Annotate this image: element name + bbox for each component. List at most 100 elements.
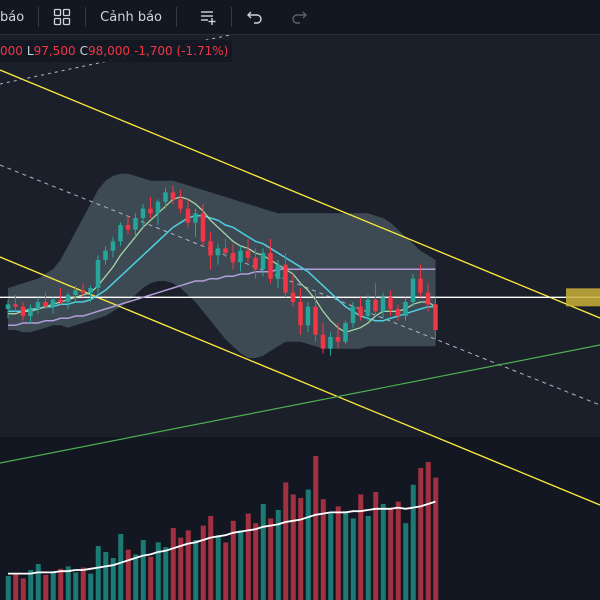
candle-body bbox=[418, 278, 423, 293]
moving-averages bbox=[8, 196, 436, 334]
indicators-label: báo bbox=[0, 9, 25, 25]
candle bbox=[118, 222, 123, 246]
candle bbox=[170, 185, 176, 204]
drawing-lines bbox=[0, 35, 600, 506]
candle bbox=[103, 246, 108, 265]
volume-bar bbox=[313, 456, 319, 600]
candle-body bbox=[395, 309, 401, 316]
candle bbox=[193, 208, 198, 237]
volume-bar bbox=[163, 547, 169, 600]
candle-body bbox=[358, 306, 363, 316]
candle bbox=[238, 246, 243, 272]
volume-bar bbox=[268, 518, 274, 600]
alert-list-button[interactable] bbox=[193, 3, 223, 31]
volume-bar bbox=[200, 525, 206, 600]
candle bbox=[403, 297, 408, 321]
candle bbox=[358, 297, 363, 321]
candle-body bbox=[290, 292, 296, 302]
volume-bar bbox=[410, 484, 416, 600]
alerts-button[interactable]: Cảnh báo bbox=[94, 3, 168, 31]
candle-body bbox=[410, 278, 416, 302]
candle-body bbox=[380, 297, 386, 312]
candle bbox=[395, 304, 401, 321]
candle bbox=[20, 302, 26, 321]
candle-body bbox=[65, 295, 71, 302]
redo-button[interactable] bbox=[284, 3, 314, 31]
candle-body bbox=[133, 218, 138, 230]
open-value: 000 bbox=[0, 44, 23, 58]
candle bbox=[155, 199, 161, 225]
volume-bar bbox=[350, 518, 356, 600]
candle bbox=[410, 274, 416, 307]
candle-body bbox=[283, 264, 288, 293]
volume-bar bbox=[110, 558, 116, 600]
volume-bar bbox=[155, 542, 161, 600]
candle bbox=[140, 204, 146, 228]
candle bbox=[5, 299, 11, 319]
candle-body bbox=[200, 213, 206, 242]
candle-body bbox=[365, 299, 371, 316]
candle bbox=[28, 304, 33, 323]
undo-button[interactable] bbox=[240, 3, 270, 31]
volume-bar bbox=[95, 546, 101, 600]
layout-button[interactable] bbox=[47, 3, 77, 31]
candle-body bbox=[50, 299, 56, 307]
candle bbox=[178, 190, 183, 214]
candle-body bbox=[95, 260, 101, 288]
volume-bar bbox=[65, 566, 71, 600]
ohlc-legend: 000 L 97,500 C 98,000 -1,700 (-1.71%) bbox=[0, 40, 233, 62]
volume-bar bbox=[283, 482, 289, 600]
ma-long-line bbox=[8, 268, 436, 327]
volume-bar bbox=[208, 516, 214, 600]
candle bbox=[215, 243, 221, 265]
indicators-button[interactable]: báo bbox=[0, 3, 30, 31]
candle bbox=[418, 264, 423, 298]
volume-bar bbox=[305, 489, 311, 600]
volume-bar bbox=[320, 499, 326, 600]
layout-grid-icon bbox=[54, 8, 71, 26]
candle-body bbox=[343, 323, 348, 342]
volume-bar bbox=[20, 578, 26, 600]
volume-bar bbox=[433, 477, 439, 600]
candle-body bbox=[88, 288, 93, 293]
volume-bar bbox=[215, 535, 221, 600]
volume-bar bbox=[223, 542, 229, 600]
toolbar-divider bbox=[38, 7, 40, 27]
candle bbox=[313, 292, 318, 342]
candle bbox=[163, 187, 168, 209]
channel-upper-line bbox=[0, 69, 600, 319]
candle-body bbox=[350, 306, 356, 323]
candle bbox=[50, 297, 56, 314]
volume-bar bbox=[35, 564, 41, 600]
volume-bar bbox=[43, 574, 49, 600]
volume-bar bbox=[343, 511, 349, 600]
candle bbox=[230, 243, 236, 270]
candle-body bbox=[163, 192, 168, 202]
candle-body bbox=[305, 306, 311, 326]
volume-bar bbox=[373, 492, 379, 600]
candle bbox=[200, 204, 206, 246]
volume-bar bbox=[388, 508, 394, 600]
candle-body bbox=[388, 297, 393, 309]
volume-bar bbox=[298, 498, 304, 600]
candle-body bbox=[28, 309, 33, 316]
volume-bar bbox=[133, 554, 139, 600]
candle-body bbox=[260, 253, 266, 270]
candle-body bbox=[13, 304, 18, 307]
volume-bar bbox=[425, 462, 431, 600]
bollinger-bands bbox=[8, 173, 436, 358]
volume-bar bbox=[178, 537, 184, 600]
volume-bar bbox=[238, 530, 244, 600]
volume-bar bbox=[275, 510, 281, 600]
candle-body bbox=[125, 225, 131, 230]
candle bbox=[380, 292, 386, 319]
alert-list-icon bbox=[201, 11, 216, 25]
price-chart[interactable] bbox=[0, 35, 600, 600]
volume-bar bbox=[403, 523, 409, 600]
volume-bar bbox=[118, 534, 124, 600]
candle bbox=[65, 292, 71, 309]
volume-bar bbox=[290, 494, 296, 600]
candle bbox=[433, 297, 438, 340]
candle-body bbox=[193, 213, 198, 223]
bollinger-fill bbox=[8, 173, 436, 358]
